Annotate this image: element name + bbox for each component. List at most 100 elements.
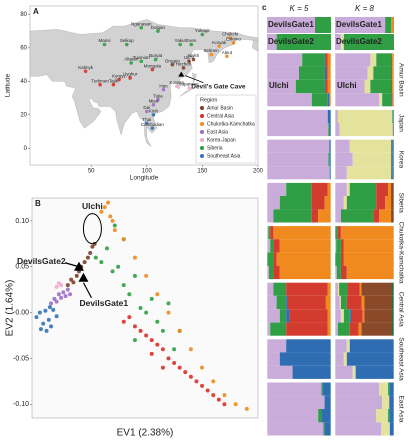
point — [205, 388, 210, 393]
segment — [267, 225, 269, 240]
point — [150, 67, 155, 72]
point — [132, 255, 137, 260]
legend-title: Region — [200, 97, 217, 103]
point — [139, 25, 144, 30]
group-label: Amur Basin — [397, 63, 404, 97]
segment — [392, 93, 393, 107]
point — [90, 244, 95, 249]
group-frame — [266, 282, 332, 337]
segment — [329, 152, 331, 167]
segment — [392, 53, 394, 67]
segment — [328, 152, 330, 167]
y-tick-label: 80 — [20, 12, 27, 18]
point — [49, 301, 54, 306]
segment — [370, 79, 392, 94]
group-frame — [266, 109, 332, 137]
y-tick-label: 0 — [24, 146, 28, 152]
y-tick-label: 40 — [20, 79, 27, 85]
point — [69, 277, 74, 282]
segment — [267, 209, 274, 223]
segment — [327, 66, 331, 80]
point — [160, 328, 165, 333]
segment — [268, 225, 271, 240]
segment — [268, 266, 274, 280]
segment — [267, 352, 280, 366]
point — [172, 361, 177, 365]
segment — [329, 123, 331, 137]
segment — [329, 166, 331, 180]
point — [170, 62, 175, 67]
point — [37, 310, 42, 315]
segment — [335, 166, 347, 180]
segment — [373, 209, 380, 223]
point — [93, 255, 98, 260]
segment — [349, 322, 359, 336]
segment — [325, 53, 328, 67]
point — [188, 347, 193, 352]
segment — [361, 282, 392, 296]
segment — [335, 352, 344, 366]
segment — [335, 109, 338, 123]
point — [121, 319, 126, 324]
point-label: Hezhen — [176, 62, 192, 67]
point — [110, 269, 115, 274]
point — [187, 59, 191, 64]
segment — [279, 196, 312, 210]
segment — [267, 309, 280, 323]
segment — [311, 209, 319, 223]
y-tick-label: 0.05 — [15, 264, 29, 271]
point — [65, 283, 70, 288]
point — [200, 365, 205, 370]
y-axis-label: EV2 (1.64%) — [5, 280, 16, 337]
segment — [286, 295, 288, 310]
land — [29, 19, 259, 147]
point — [144, 109, 149, 114]
point — [43, 308, 48, 313]
point-label: Selkup — [120, 38, 134, 43]
segment — [286, 322, 328, 336]
point-label: Even — [186, 38, 197, 43]
point — [128, 76, 132, 80]
segment — [267, 152, 329, 167]
segment — [346, 166, 392, 180]
segment — [336, 266, 341, 280]
point-label: Korean — [170, 80, 185, 85]
segment — [311, 93, 328, 107]
point-label: Yukagir — [195, 28, 211, 33]
segment — [267, 266, 269, 280]
point — [59, 283, 64, 288]
segment — [367, 66, 374, 80]
group-inner-label: Ulchi — [337, 81, 357, 90]
segment — [340, 309, 344, 323]
segment — [327, 79, 331, 94]
segment — [335, 225, 338, 240]
point-label: Chukchi — [222, 31, 238, 36]
y-tick-label: 60 — [20, 45, 27, 51]
segment — [329, 93, 331, 107]
segment — [336, 239, 341, 253]
segment — [270, 239, 274, 253]
point-label: Mongola — [144, 63, 162, 68]
segment — [346, 339, 350, 353]
segment — [267, 382, 322, 396]
point — [177, 365, 182, 370]
point — [228, 36, 232, 40]
segment — [379, 382, 389, 396]
annotation-arrow — [185, 75, 204, 83]
segment — [392, 93, 394, 107]
segment — [343, 252, 394, 266]
segment — [340, 209, 374, 223]
point — [68, 292, 73, 297]
segment — [364, 309, 392, 323]
y-axis-label: Latitude — [5, 74, 12, 98]
point-label: Dolgan — [151, 25, 166, 30]
segment — [392, 152, 394, 167]
segment — [361, 322, 392, 336]
segment — [340, 252, 344, 266]
segment — [343, 352, 347, 366]
segment — [385, 17, 392, 33]
group-frame — [266, 338, 332, 380]
group-frame — [334, 225, 395, 280]
point — [104, 246, 109, 251]
segment — [267, 93, 312, 107]
